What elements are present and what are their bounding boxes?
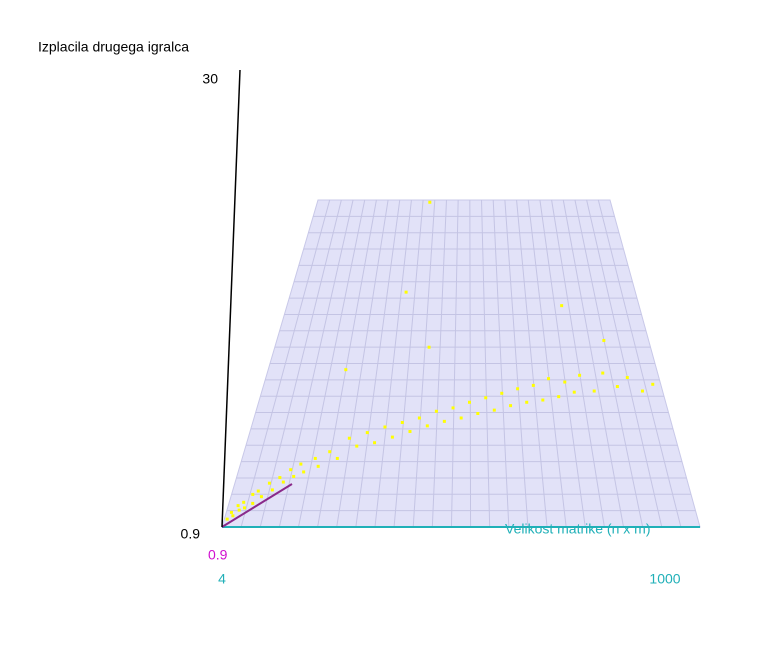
point <box>428 200 432 204</box>
point <box>468 400 472 404</box>
point <box>578 373 582 377</box>
point <box>417 416 421 420</box>
point <box>270 488 274 492</box>
point <box>509 404 513 408</box>
y-tick-label: 0.9 <box>181 526 201 542</box>
point <box>531 383 535 387</box>
point <box>242 500 246 504</box>
point <box>563 380 567 384</box>
z-tick-label: 0.9 <box>208 547 228 563</box>
point <box>302 470 306 474</box>
point <box>256 489 260 493</box>
point <box>281 480 285 484</box>
x-tick-label: 4 <box>218 571 226 587</box>
point <box>525 400 529 404</box>
point <box>592 389 596 393</box>
point <box>313 456 317 460</box>
point <box>500 391 504 395</box>
x-axis-title: Velikost matrike (n x m) <box>505 521 650 537</box>
z-axis <box>221 483 293 528</box>
point <box>347 436 351 440</box>
point <box>344 368 348 372</box>
point <box>292 474 296 478</box>
point <box>316 464 320 468</box>
x-tick-label: 1000 <box>649 571 680 587</box>
point <box>557 395 561 399</box>
point <box>459 416 463 420</box>
point <box>601 371 605 375</box>
point <box>229 510 233 514</box>
point <box>259 495 263 499</box>
point <box>425 424 429 428</box>
y-tick-label: 30 <box>202 71 218 87</box>
point <box>572 390 576 394</box>
point <box>547 377 551 381</box>
point <box>251 492 255 496</box>
point <box>560 304 564 308</box>
point <box>225 517 229 521</box>
point <box>427 345 431 349</box>
point <box>373 441 377 445</box>
point <box>640 389 644 393</box>
point <box>404 290 408 294</box>
point <box>602 338 606 342</box>
point <box>476 412 480 416</box>
point <box>328 450 332 454</box>
point <box>355 444 359 448</box>
point <box>267 481 271 485</box>
point <box>236 504 240 508</box>
y-axis <box>221 69 241 528</box>
point <box>651 382 655 386</box>
point <box>365 431 369 435</box>
point <box>625 376 629 380</box>
point <box>242 506 246 510</box>
point <box>278 476 282 480</box>
point <box>335 456 339 460</box>
point <box>237 508 241 512</box>
point <box>434 409 438 413</box>
point <box>615 385 619 389</box>
point <box>251 501 255 505</box>
point <box>492 408 496 412</box>
point <box>299 462 303 466</box>
point <box>516 387 520 391</box>
point <box>451 406 455 410</box>
point <box>400 420 404 424</box>
point <box>442 419 446 423</box>
y-axis-title: Izplacila drugega igralca <box>38 39 189 55</box>
point <box>289 468 293 472</box>
point <box>484 396 488 400</box>
point <box>383 425 387 429</box>
point <box>390 435 394 439</box>
point <box>541 398 545 402</box>
point <box>408 429 412 433</box>
point <box>231 514 235 518</box>
